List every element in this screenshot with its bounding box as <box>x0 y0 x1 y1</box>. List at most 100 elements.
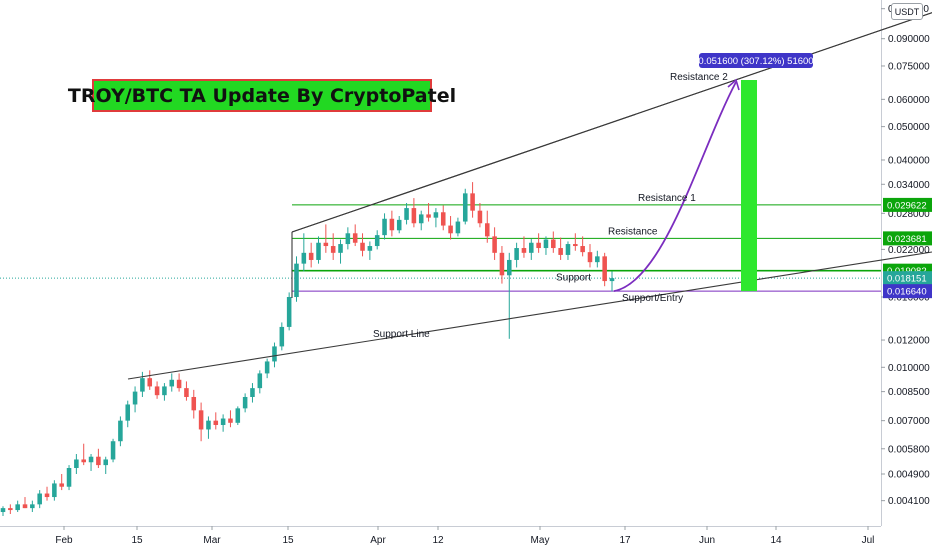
candle-body <box>360 242 365 251</box>
chart-title-box: TROY/BTC TA Update By CryptoPatel <box>68 79 456 112</box>
candle-body <box>433 212 439 218</box>
price-badge <box>883 231 932 246</box>
candle-body <box>191 396 197 411</box>
candle-body <box>440 212 446 226</box>
support-line-label: Support Line <box>373 329 430 340</box>
price-tick-label: 0.028000 <box>888 209 930 220</box>
candle-body <box>580 246 585 253</box>
candle-body <box>345 233 351 245</box>
candle-body <box>235 408 241 423</box>
candle-body <box>374 235 380 247</box>
candle-body <box>81 459 86 463</box>
candle-body <box>609 278 615 282</box>
candle-body <box>154 386 160 396</box>
price-badge <box>883 197 932 212</box>
candle-body <box>118 420 123 442</box>
candle-body <box>470 193 475 211</box>
candle-body <box>103 459 108 466</box>
candle-body <box>396 219 402 231</box>
candle-body <box>389 218 395 231</box>
support-trendline[interactable] <box>127 251 932 380</box>
resistance-label: Resistance <box>608 226 658 237</box>
annotations: Resistance 2 Resistance 1 Resistance Sup… <box>373 72 728 340</box>
candle-body <box>272 346 277 362</box>
projection-curve[interactable] <box>613 81 737 293</box>
price-axis-ticks: 0.1100000.0900000.0750000.0600000.050000… <box>881 4 930 507</box>
candle-body <box>367 246 373 251</box>
candle-body <box>0 508 6 513</box>
candle-body <box>404 208 409 220</box>
candle-body <box>455 221 461 234</box>
price-badges: 0.0296220.0236810.0190820.01815103:30:44… <box>883 197 932 299</box>
candle-body <box>184 388 189 397</box>
candle-body <box>213 420 219 425</box>
price-tick-label: 0.050000 <box>888 122 930 133</box>
target-measure-badge[interactable]: 0.051600 (307.12%) 51600 <box>698 53 814 68</box>
candle-body <box>66 468 72 487</box>
candle-body <box>551 239 556 249</box>
candle-body <box>330 246 336 253</box>
resistance-1-label: Resistance 1 <box>638 193 696 204</box>
price-tick-label: 0.005800 <box>888 444 930 455</box>
candle-body <box>52 483 57 498</box>
price-unit-selector[interactable]: USDT <box>891 3 923 20</box>
time-axis-ticks: Feb 15 Mar 15 Apr 12 May 17 Jun 14 Jul <box>55 526 874 546</box>
price-badge-text: 0.016640 <box>887 287 927 298</box>
support-entry-label: Support/Entry <box>622 293 683 304</box>
candle-body <box>558 248 563 255</box>
target-measure-text: 0.051600 (307.12%) 51600 <box>698 56 813 67</box>
price-tick-label: 0.010000 <box>888 363 930 374</box>
candle-body <box>228 418 233 423</box>
price-tick-label: 0.022000 <box>888 245 930 256</box>
candle-body <box>587 252 593 263</box>
candle-body <box>602 256 607 282</box>
target-bar[interactable] <box>741 80 757 292</box>
time-tick-label: May <box>531 535 550 546</box>
candle-body <box>308 252 314 260</box>
candle-body <box>110 441 116 460</box>
price-tick-label: 0.007000 <box>888 416 930 427</box>
candle-body <box>573 244 578 247</box>
price-tick-label: 0.004100 <box>888 496 930 507</box>
candle-body <box>492 236 497 253</box>
time-tick-label: 15 <box>131 535 143 546</box>
candle-body <box>96 456 101 466</box>
price-tick-label: 0.040000 <box>888 155 930 166</box>
candle-body <box>507 259 512 276</box>
candle-body <box>411 208 417 224</box>
candle-body <box>352 233 358 243</box>
time-tick-label: 17 <box>619 535 631 546</box>
time-tick-label: Jul <box>862 535 875 546</box>
candle-body <box>521 248 527 253</box>
candle-body <box>15 504 20 511</box>
candle-body <box>382 218 387 236</box>
candle-body <box>462 193 468 222</box>
candle-body <box>338 244 343 253</box>
trendlines <box>127 12 932 380</box>
candle-body <box>595 256 600 263</box>
candle-body <box>250 388 255 397</box>
candle-body <box>484 223 490 237</box>
candle-body <box>140 378 145 392</box>
target-measure-background <box>699 53 813 68</box>
candle-body <box>448 225 453 234</box>
candle-body <box>242 396 248 409</box>
candle-body <box>74 459 79 469</box>
candle-body <box>536 242 541 249</box>
time-tick-label: 12 <box>432 535 444 546</box>
price-badge-text: 0.018151 <box>887 274 927 285</box>
price-unit-label: USDT <box>894 6 920 17</box>
price-badge-text: 0.029622 <box>887 200 927 211</box>
candle-body <box>37 493 42 505</box>
price-tick-label: 0.075000 <box>888 61 930 72</box>
candle-body <box>514 248 519 260</box>
resistance-2-label: Resistance 2 <box>670 72 728 83</box>
candle-body <box>529 242 534 253</box>
resistance-2-trendline[interactable] <box>291 12 932 233</box>
price-badge <box>883 284 932 299</box>
candle-body <box>44 493 50 498</box>
candle-body <box>565 244 571 255</box>
candle-body <box>477 210 483 224</box>
candle-body <box>418 214 424 224</box>
